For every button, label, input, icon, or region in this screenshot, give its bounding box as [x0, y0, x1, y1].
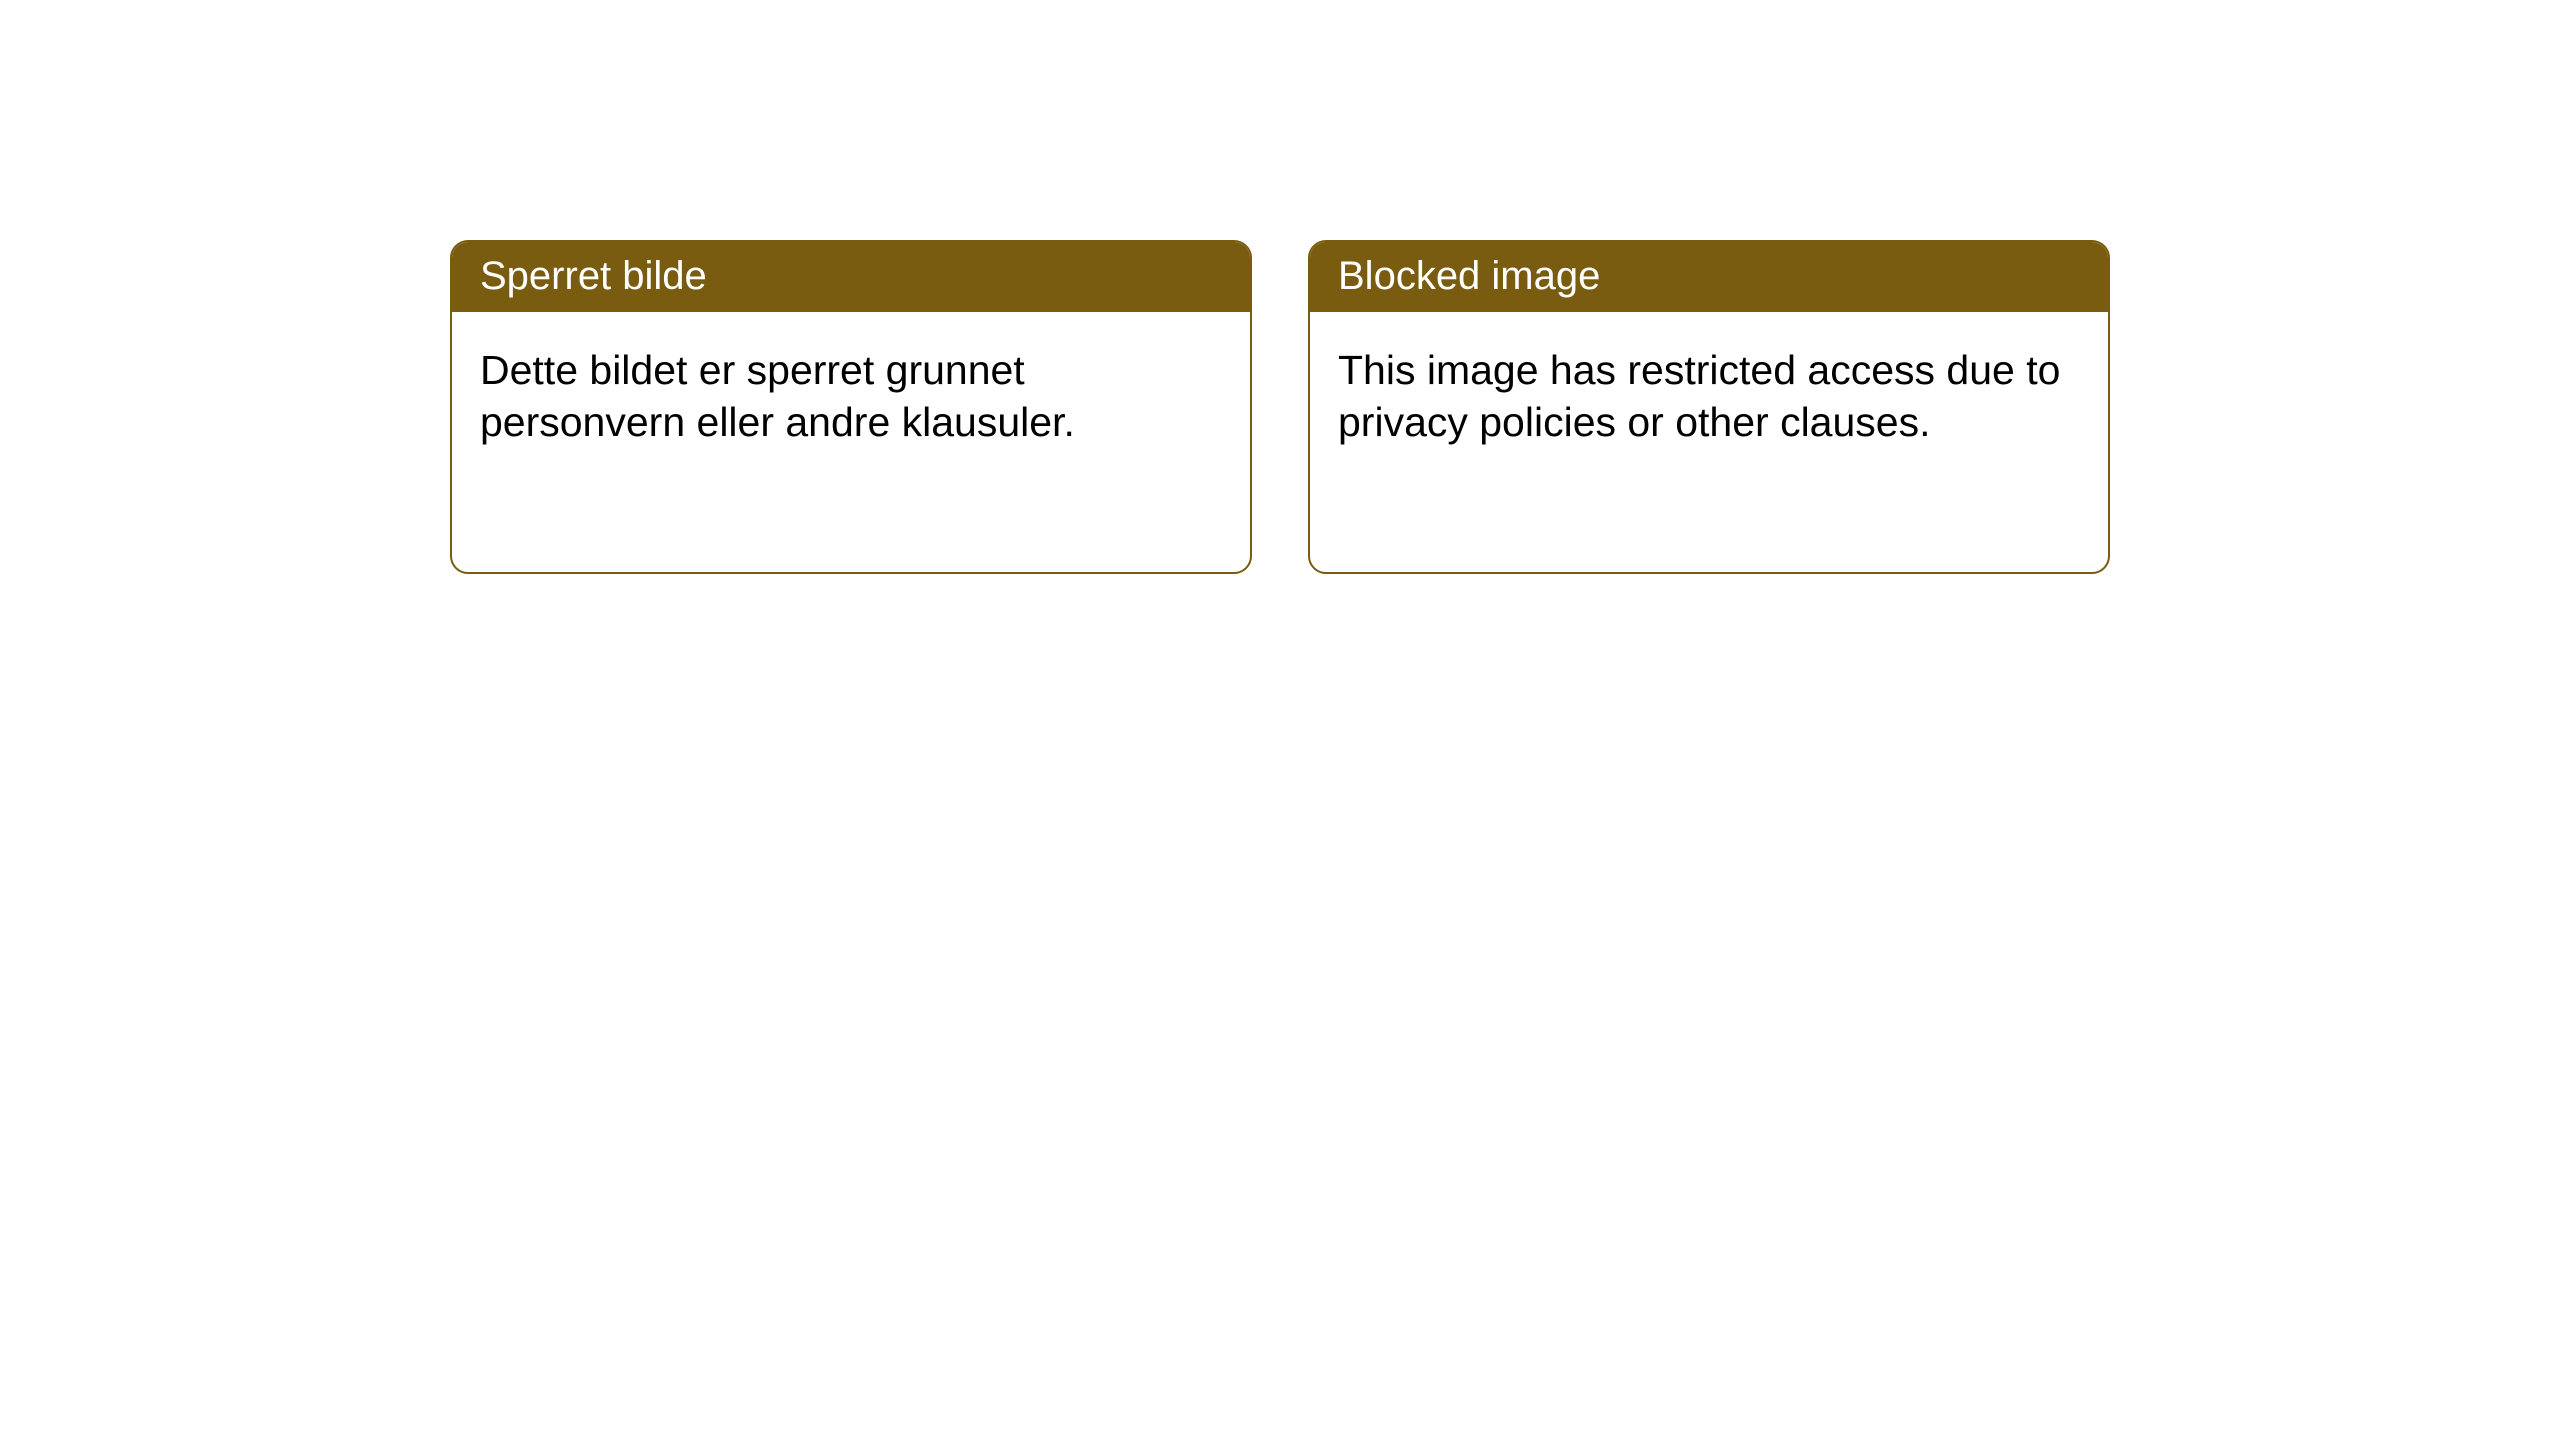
notice-message: Dette bildet er sperret grunnet personve…: [480, 347, 1075, 445]
notice-body: Dette bildet er sperret grunnet personve…: [452, 312, 1250, 481]
notice-header: Sperret bilde: [452, 242, 1250, 312]
notice-card-norwegian: Sperret bilde Dette bildet er sperret gr…: [450, 240, 1252, 574]
notice-container: Sperret bilde Dette bildet er sperret gr…: [0, 0, 2560, 574]
notice-message: This image has restricted access due to …: [1338, 347, 2060, 445]
notice-title: Blocked image: [1338, 254, 1600, 298]
notice-header: Blocked image: [1310, 242, 2108, 312]
notice-card-english: Blocked image This image has restricted …: [1308, 240, 2110, 574]
notice-body: This image has restricted access due to …: [1310, 312, 2108, 481]
notice-title: Sperret bilde: [480, 254, 707, 298]
